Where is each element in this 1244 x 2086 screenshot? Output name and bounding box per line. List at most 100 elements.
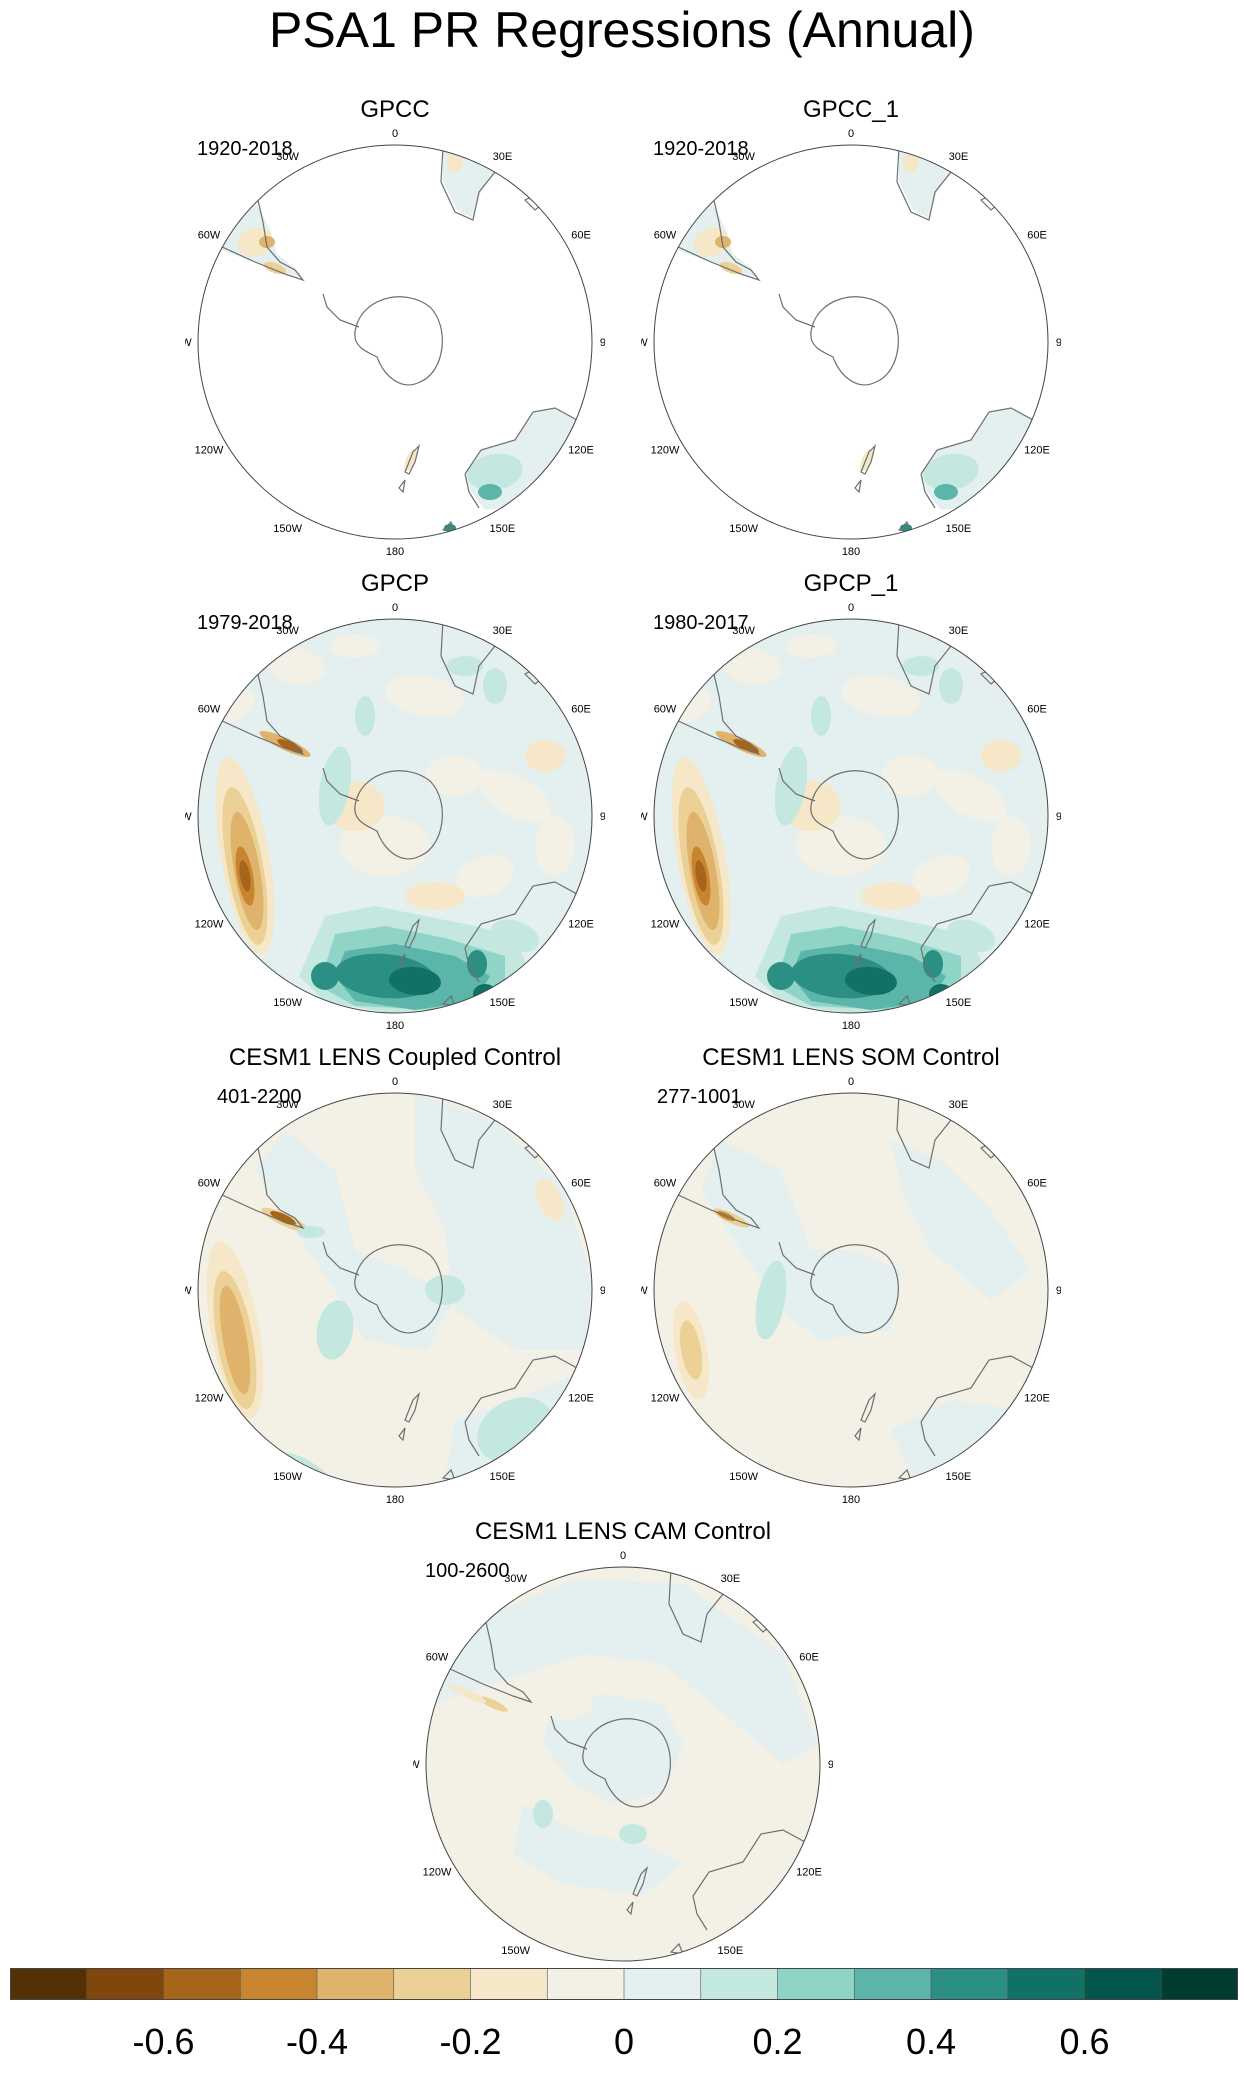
- longitude-label: 120E: [568, 444, 594, 456]
- longitude-label: 0: [392, 128, 398, 140]
- longitude-label: 180: [386, 546, 404, 558]
- australia-coast: [920, 473, 936, 509]
- colorbar-tick-label: -0.6: [132, 2021, 195, 2062]
- anomaly-contour: [433, 1579, 818, 1764]
- anomaly-contour: [923, 950, 943, 978]
- polar-map: 0 30E 60E 90E 120E 150E 180 150W 120W 90W 60W 30W: [185, 128, 605, 558]
- longitude-label: 90W: [185, 811, 192, 823]
- south-america-coast: [202, 195, 305, 282]
- figure-title: PSA1 PR Regressions (Annual): [269, 2, 975, 58]
- anomaly-contour: [991, 816, 1031, 876]
- anomaly-contour: [478, 1696, 508, 1712]
- longitude-label: 90E: [1056, 337, 1061, 349]
- longitude-label: 30W: [732, 625, 755, 637]
- antarctica-coast: [810, 296, 899, 386]
- longitude-label: 120E: [1024, 1392, 1050, 1404]
- anomaly-contour: [535, 1179, 565, 1221]
- colorbar-swatch: [546, 1968, 625, 2000]
- map-field: [426, 1567, 820, 1961]
- coastline: [430, 1567, 816, 1955]
- new-zealand-coast: [632, 1866, 649, 1897]
- longitude-label: 120E: [568, 1392, 594, 1404]
- longitude-label: 180: [842, 546, 860, 558]
- anomaly-contour: [265, 647, 325, 685]
- anomaly-contour: [845, 966, 897, 996]
- new-zealand-coast: [854, 1427, 862, 1442]
- colorbar-tick-label: 0: [613, 2021, 635, 2062]
- anomaly-contour: [934, 484, 958, 500]
- longitude-label: 60E: [799, 1652, 819, 1664]
- longitude-label: 120W: [195, 918, 224, 930]
- anomaly-contour: [270, 1211, 296, 1225]
- anomaly-contour: [755, 1260, 787, 1340]
- antarctica-coast: [810, 770, 899, 860]
- longitude-label: 120E: [568, 918, 594, 930]
- map-boundary: [653, 144, 1049, 540]
- colorbar-swatch: [930, 1968, 1009, 2000]
- peninsula-coast: [778, 1241, 816, 1276]
- anomaly-contour: [811, 696, 831, 736]
- south-america-coast: [430, 1617, 533, 1704]
- new-zealand-coast: [854, 479, 862, 494]
- polar-map: 0 30E 60E 90E 120E 150E 180 150W 120W 90W 60W 30W: [641, 1076, 1061, 1506]
- anomaly-contour: [449, 1684, 487, 1704]
- new-zealand-coast: [404, 918, 421, 949]
- longitude-label: 30E: [493, 1099, 513, 1111]
- panel-period: 401-2200: [217, 1086, 302, 1108]
- anomaly-contour: [330, 634, 380, 658]
- colorbar-swatch: [470, 1968, 549, 2000]
- panel-period: 1920-2018: [653, 138, 749, 160]
- antarctica-coast: [354, 296, 443, 386]
- longitude-label: 0: [620, 1550, 626, 1562]
- anomaly-contour: [447, 656, 483, 676]
- longitude-label: 150E: [946, 1471, 972, 1483]
- colorbar-tick-label: -0.2: [439, 2021, 502, 2062]
- anomaly-contour: [198, 619, 592, 1013]
- colorbar-swatch: [623, 1968, 702, 2000]
- longitude-label: 60E: [1027, 704, 1047, 716]
- anomaly-contour: [719, 261, 743, 275]
- longitude-label: 180: [386, 1494, 404, 1506]
- longitude-label: 120W: [195, 444, 224, 456]
- longitude-label: 120W: [195, 1392, 224, 1404]
- panel-cam-control: CESM1 LENS CAM Control 100-2600 0 30E 60E 9…: [413, 1518, 833, 1988]
- anomaly-contour: [263, 261, 287, 275]
- longitude-label: 150W: [501, 1945, 530, 1957]
- panel-title: CESM1 LENS CAM Control: [474, 1518, 772, 1545]
- longitude-label: 120E: [796, 1866, 822, 1878]
- anomaly-contour: [923, 453, 979, 491]
- longitude-label: 60E: [571, 704, 591, 716]
- longitude-label: 90E: [828, 1759, 833, 1771]
- longitude-label: 30W: [504, 1573, 527, 1585]
- colorbar-swatch: [1007, 1968, 1086, 2000]
- anomaly-contour: [543, 1694, 683, 1804]
- longitude-label: 60W: [426, 1652, 449, 1664]
- panel-title: GPCC: [360, 96, 430, 123]
- panel-period: 1920-2018: [197, 138, 293, 160]
- anomaly-contour: [455, 854, 515, 898]
- panel-title: CESM1 LENS Coupled Control: [228, 1044, 562, 1071]
- anomaly-contour: [385, 675, 465, 717]
- anomaly-contour: [619, 1824, 647, 1844]
- colorbar-swatch: [316, 1968, 395, 2000]
- longitude-label: 150E: [946, 523, 972, 535]
- panel-period: 277-1001: [657, 1086, 742, 1108]
- anomaly-contour: [577, 876, 592, 916]
- anomaly-contour: [903, 656, 939, 676]
- longitude-label: 90W: [641, 1285, 648, 1297]
- longitude-label: 30W: [732, 151, 755, 163]
- anomaly-contour: [535, 816, 575, 876]
- anomaly-contour: [405, 882, 465, 910]
- new-zealand-coast: [398, 1427, 406, 1442]
- colorbar-swatch: [853, 1968, 932, 2000]
- australia-coast: [464, 947, 480, 983]
- longitude-label: 30E: [949, 625, 969, 637]
- longitude-label: 150W: [273, 1471, 302, 1483]
- longitude-label: 90W: [413, 1759, 420, 1771]
- longitude-label: 90E: [1056, 1285, 1061, 1297]
- new-zealand-coast: [854, 953, 862, 968]
- south-america-coast: [658, 195, 761, 282]
- longitude-label: 30E: [949, 1099, 969, 1111]
- longitude-label: 30W: [276, 625, 299, 637]
- anomaly-contour: [478, 769, 552, 823]
